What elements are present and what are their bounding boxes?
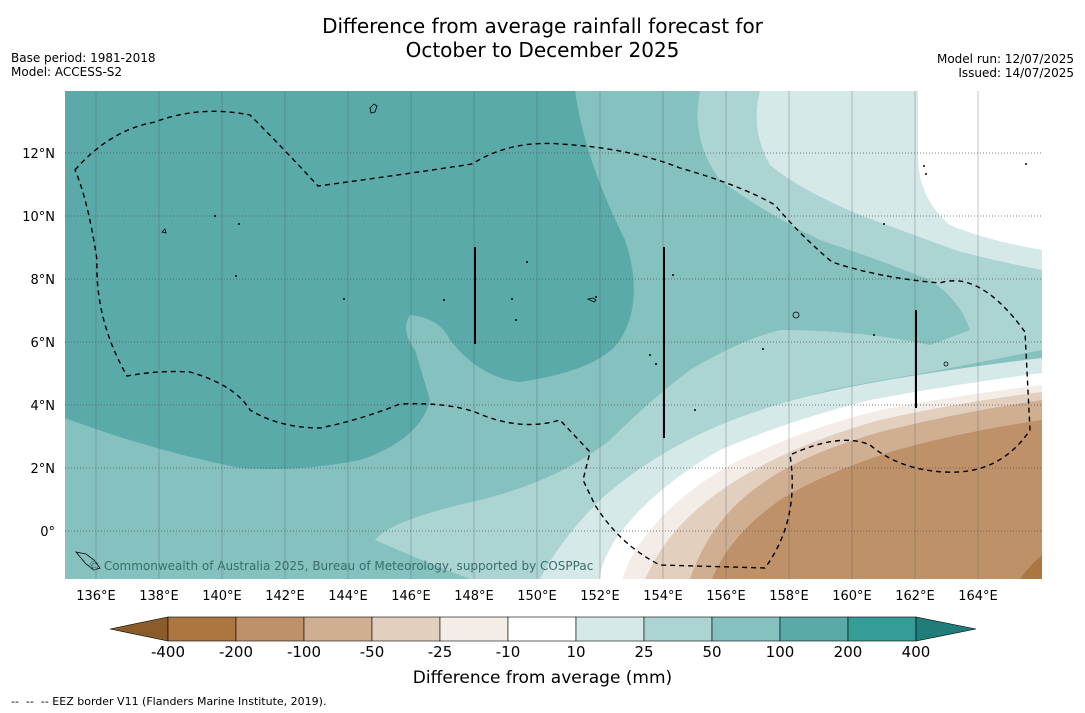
footnote: -- -- -- EEZ border V11 (Flanders Marine… [11,695,327,708]
x-tick-label: 140°E [202,589,242,604]
colorbar-extend-low [109,616,169,642]
x-tick-label: 160°E [832,589,872,604]
colorbar-segment [371,616,441,642]
colorbar-segment [847,616,917,642]
x-tick-label: 142°E [265,589,305,604]
colorbar-segment [439,616,509,642]
x-tick-labels: 136°E 138°E 140°E 142°E 144°E 146°E 148°E 150°E… [76,589,998,604]
chart-title: Difference from average rainfall forecas… [0,14,1085,62]
y-tick-label: 12°N [22,147,55,162]
colorbar-segment [779,616,849,642]
colorbar-label: 10 [566,643,586,661]
y-tick-labels: 12°N 10°N 8°N 6°N 4°N 2°N 0° [22,147,55,540]
title-line-2: October to December 2025 [405,38,680,62]
colorbar-label: -25 [427,643,453,661]
meta-right: Model run: 12/07/2025 Issued: 14/07/2025 [937,52,1074,80]
colorbar-label: -10 [495,643,521,661]
colorbar-segment [711,616,781,642]
colorbar-segment [167,616,237,642]
x-tick-label: 148°E [454,589,494,604]
copyright-text: © Commonwealth of Australia 2025, Bureau… [88,559,593,573]
colorbar-label: -100 [286,643,322,661]
x-tick-label: 136°E [76,589,116,604]
y-tick-label: 6°N [31,336,56,351]
x-tick-label: 164°E [958,589,998,604]
colorbar-segment [575,616,645,642]
y-tick-label: 2°N [31,462,56,477]
x-tick-label: 158°E [769,589,809,604]
colorbar-label: -50 [359,643,385,661]
title-line-1: Difference from average rainfall forecas… [322,14,763,38]
x-tick-label: 146°E [391,589,431,604]
colorbar-label: 25 [634,643,654,661]
colorbar-segment [507,616,577,642]
band-100-200 [65,91,634,469]
boundary-lines [474,247,917,438]
x-tick-label: 138°E [139,589,179,604]
colorbar-label: 50 [702,643,722,661]
y-tick-label: 8°N [31,273,56,288]
latitude-lines [65,152,1042,532]
colorbar-segment [303,616,373,642]
colorbar-label: 200 [833,643,863,661]
y-tick-label: 10°N [22,210,55,225]
x-tick-label: 144°E [328,589,368,604]
band-neutral-northeast [918,91,1042,250]
x-tick-label: 154°E [643,589,683,604]
colorbar-title: Difference from average (mm) [412,668,673,688]
base-period: Base period: 1981-2018 [11,51,156,65]
model-run: Model run: 12/07/2025 [936,52,1074,66]
colorbar-label: -400 [150,643,186,661]
eez-borders [74,110,1031,569]
islands [74,103,949,571]
graticule [95,91,979,579]
model-name: Model: ACCESS-S2 [11,65,123,79]
band-minus-200 [712,420,1042,579]
y-tick-label: 0° [40,525,55,540]
rainfall-map: © Commonwealth of Australia 2025, Bureau… [65,91,1042,579]
colorbar-label: -200 [218,643,254,661]
issued-date: Issued: 14/07/2025 [958,66,1074,80]
y-tick-label: 4°N [31,399,56,414]
x-tick-label: 152°E [580,589,620,604]
colorbar-extend-high [915,616,977,642]
meta-left: Base period: 1981-2018 Model: ACCESS-S2 [11,51,156,79]
colorbar-label: 100 [765,643,795,661]
island-dots [214,163,1027,411]
band-minus-400 [1020,555,1042,579]
colorbar-segment [643,616,713,642]
colorbar-segment [235,616,305,642]
colorbar [109,616,977,642]
x-tick-label: 150°E [517,589,557,604]
colorbar-label: 400 [901,643,931,661]
x-tick-label: 162°E [895,589,935,604]
x-tick-label: 156°E [706,589,746,604]
